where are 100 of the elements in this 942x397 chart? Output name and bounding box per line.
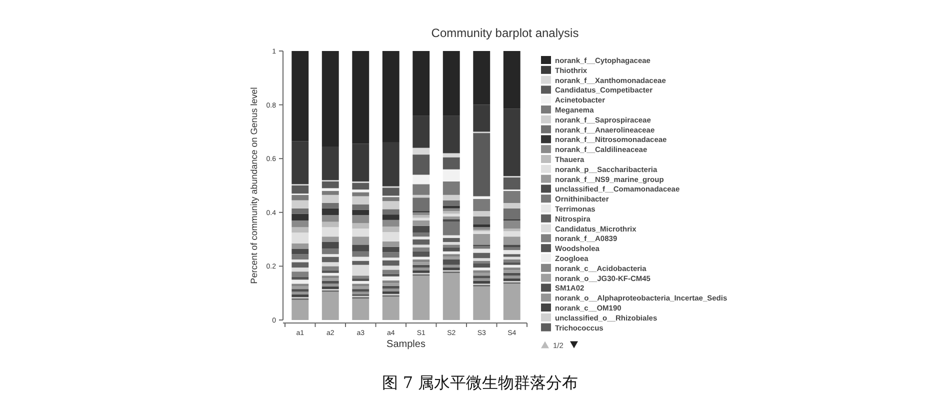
bar [503, 268, 520, 270]
bar [473, 231, 490, 234]
bar [442, 238, 460, 242]
bar [412, 244, 430, 248]
bar [503, 108, 520, 176]
bar [352, 196, 370, 204]
bar [382, 291, 400, 294]
bar [382, 276, 400, 280]
bar [382, 286, 400, 289]
bar [412, 215, 430, 218]
bar [322, 208, 339, 216]
bar [352, 210, 370, 216]
bar [292, 292, 309, 294]
bar [292, 194, 309, 200]
bar [442, 219, 460, 222]
bar [503, 276, 520, 278]
bar [412, 226, 430, 233]
bar [292, 141, 309, 184]
bar [352, 256, 370, 261]
caption: 图 7 属水平微生物群落分布 [382, 373, 578, 392]
bar [473, 270, 490, 273]
bar [292, 276, 309, 280]
bar [473, 234, 490, 245]
bar [503, 228, 520, 232]
bar [503, 262, 520, 265]
bar [503, 259, 520, 262]
bar [442, 194, 460, 200]
bar [442, 157, 460, 170]
bar [322, 181, 339, 188]
bar [382, 197, 400, 202]
bar [382, 296, 400, 320]
bar [292, 227, 309, 233]
x-axis-title: Samples [386, 339, 426, 350]
y-axis-title: Percent of community abundance on Genus level [249, 87, 259, 284]
bar [352, 280, 370, 284]
bar [503, 250, 520, 254]
bar [382, 51, 400, 142]
bar [292, 268, 309, 272]
bar [382, 220, 400, 227]
bar [412, 220, 430, 226]
bar [503, 284, 520, 320]
bar [382, 201, 400, 210]
chart-title: Community barplot analysis [431, 26, 579, 40]
bar [382, 270, 400, 274]
bar [292, 262, 309, 268]
bar [412, 184, 430, 195]
bar [382, 260, 400, 266]
bar [442, 153, 460, 158]
bar [352, 204, 370, 210]
bar [352, 244, 370, 252]
bar [352, 276, 370, 278]
bar [473, 198, 490, 212]
bar [503, 202, 520, 208]
bar [503, 220, 520, 229]
bar [412, 256, 430, 260]
bar [352, 251, 370, 257]
bar [442, 200, 460, 206]
bar [292, 243, 309, 249]
bar [382, 214, 400, 220]
bar [382, 274, 400, 276]
bar [412, 268, 430, 270]
bar [473, 104, 490, 132]
bar [473, 276, 490, 278]
bar [412, 247, 430, 252]
bar [322, 284, 339, 286]
bar [352, 260, 370, 265]
bar [352, 284, 370, 286]
bar [442, 51, 460, 116]
bar [352, 223, 370, 229]
bar [442, 206, 460, 208]
bar [292, 284, 309, 286]
bar [322, 270, 339, 273]
bar [382, 232, 400, 242]
bar [473, 224, 490, 228]
bar [412, 259, 430, 262]
bar [503, 236, 520, 245]
bar [412, 262, 430, 265]
bar [322, 278, 339, 281]
bar [322, 276, 339, 278]
bar [382, 252, 400, 258]
bar [442, 272, 460, 320]
bar [442, 259, 460, 265]
bar [473, 51, 490, 105]
bar [442, 116, 460, 154]
bar [352, 292, 370, 294]
bar [292, 220, 309, 228]
bar [442, 235, 460, 238]
bar [322, 256, 339, 262]
bar [442, 181, 460, 195]
bar [442, 242, 460, 245]
bar [442, 244, 460, 248]
bar [473, 286, 490, 320]
bar [382, 226, 400, 232]
bar [412, 51, 430, 116]
bar [322, 146, 339, 180]
bar [382, 142, 400, 186]
bar [473, 252, 490, 258]
bar [442, 211, 460, 214]
bar [292, 51, 309, 142]
bar [292, 254, 309, 260]
